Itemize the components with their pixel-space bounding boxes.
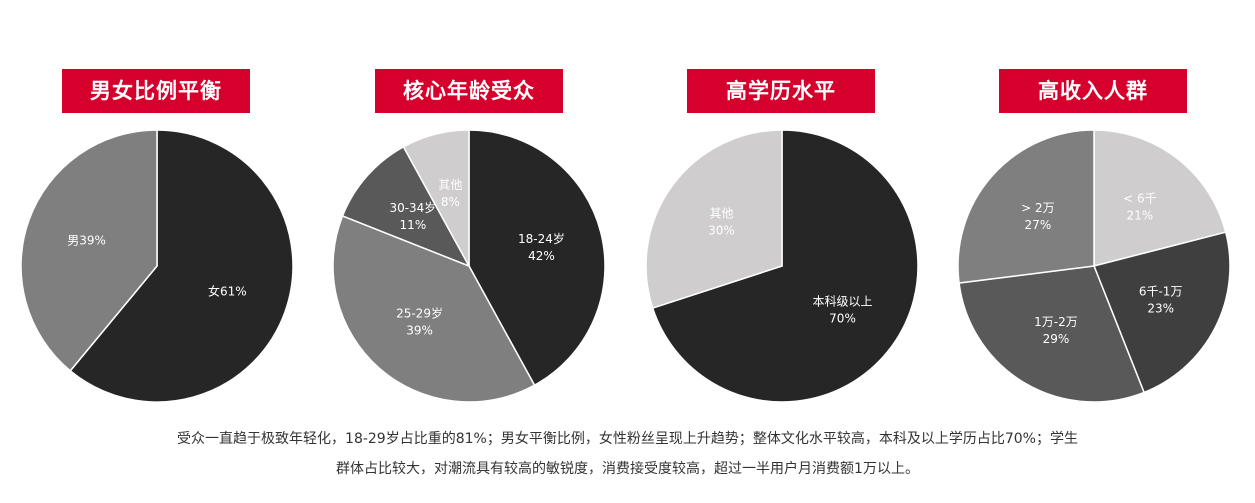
pie-slice	[69, 129, 294, 403]
pie-slice	[341, 145, 471, 268]
pie-slice-label: 其他 8%	[438, 178, 462, 209]
pie-slice-label: > 2万 27%	[1021, 201, 1055, 232]
pie-chart-3: 本科级以上 70% 其他 30%	[645, 129, 919, 403]
pie-slice	[957, 129, 1095, 284]
pie-slice	[468, 129, 606, 387]
pie-slice	[332, 214, 536, 403]
pie-slice	[20, 129, 158, 372]
chart-title-education: 高学历水平	[687, 69, 875, 113]
pie-slice	[402, 129, 470, 267]
caption-line-1: 受众一直趋于极致年轻化，18-29岁占比重的81%；男女平衡比例，女性粉丝呈现上…	[177, 431, 1078, 447]
pie-slice-label: 25-29岁 39%	[396, 306, 443, 338]
pie-slice-label: 6千-1万 23%	[1139, 284, 1183, 315]
pie-slice-label: 男39%	[67, 234, 106, 248]
pie-slice	[645, 129, 783, 309]
pie-slice-label: 1万-2万 29%	[1034, 315, 1078, 346]
chart-title-age: 核心年龄受众	[375, 69, 563, 113]
pie-slice-label: 18-24岁 42%	[518, 231, 565, 263]
pie-slice-label: 女61%	[208, 283, 247, 298]
pie-slice	[1092, 231, 1231, 394]
pie-slice-label: 30-34岁 11%	[389, 200, 436, 232]
chart-title-income: 高收入人群	[999, 69, 1187, 113]
pie-slice	[958, 265, 1146, 403]
pie-slice	[1093, 129, 1227, 267]
pie-slice-label: 其他 30%	[708, 207, 735, 238]
caption-line-2: 群体占比较大，对潮流具有较高的敏锐度，消费接受度较高，超过一半用户月消费额1万以…	[336, 461, 919, 477]
pie-chart-4: < 6千 21% 6千-1万 23% 1万-2万 29% > 2万 27%	[957, 129, 1231, 403]
pie-slice-label: 本科级以上 70%	[813, 294, 873, 325]
pie-chart-2: 18-24岁 42% 25-29岁 39% 30-34岁 11%其他 8%	[332, 129, 606, 403]
pie-slice-label: < 6千 21%	[1123, 191, 1157, 222]
pie-slice	[651, 129, 919, 403]
chart-title-gender: 男女比例平衡	[62, 69, 250, 113]
pie-chart-1: 女61% 男39%	[20, 129, 294, 403]
